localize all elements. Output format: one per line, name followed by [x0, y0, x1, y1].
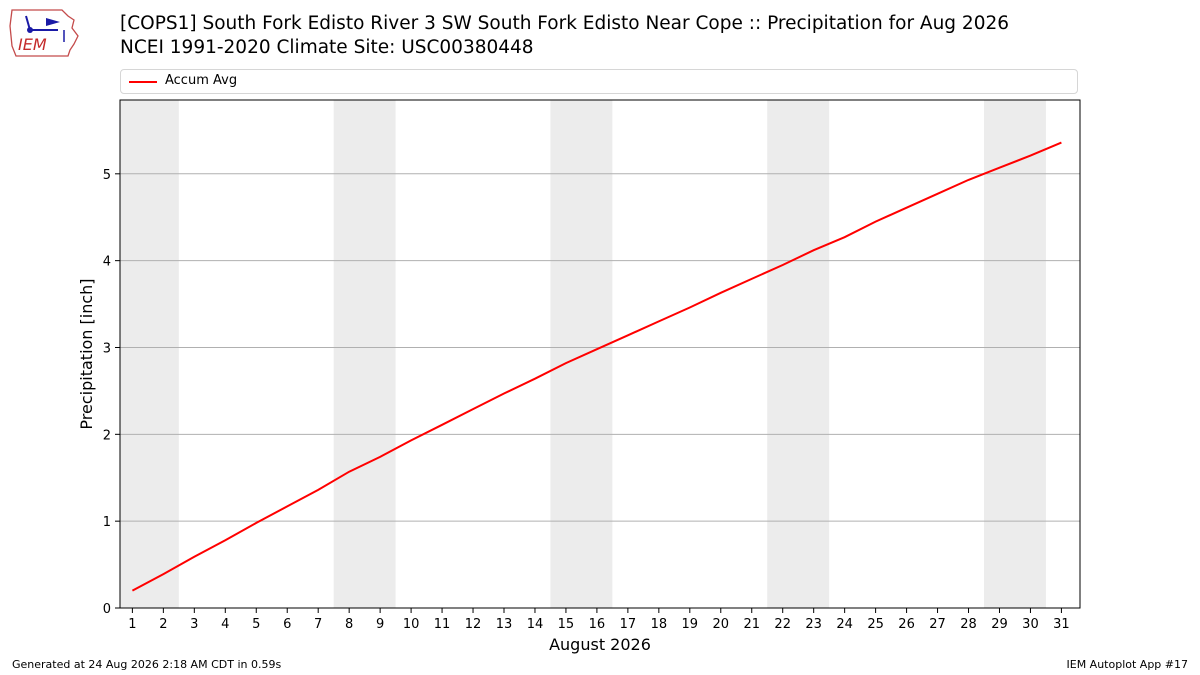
- y-tick-label-5: 5: [103, 168, 111, 183]
- x-tick-label-26: 26: [898, 617, 915, 632]
- logo-text: IEM: [18, 35, 47, 54]
- x-axis-ticks: 1 2 3 4 5 6 7 8 9 10 11 12 13 14 15 16 17 18 19 20 21 22 23 24 2…: [128, 608, 1070, 632]
- chart-title: [COPS1] South Fork Edisto River 3 SW Sou…: [120, 12, 1009, 60]
- title-line-2: NCEI 1991-2020 Climate Site: USC00380448: [120, 37, 534, 58]
- legend-label-accum-avg: Accum Avg: [165, 73, 238, 88]
- x-tick-label-13: 13: [496, 617, 513, 632]
- x-tick-label-7: 7: [314, 617, 322, 632]
- weekend-shade-1: [120, 100, 179, 608]
- x-tick-label-27: 27: [929, 617, 946, 632]
- legend-swatch-accum-avg: [129, 81, 157, 83]
- x-tick-label-11: 11: [434, 617, 451, 632]
- x-tick-label-29: 29: [991, 617, 1008, 632]
- x-tick-label-14: 14: [527, 617, 544, 632]
- weekend-shade-3: [550, 100, 613, 608]
- x-tick-label-5: 5: [252, 617, 260, 632]
- x-axis-label: August 2026: [549, 635, 651, 654]
- accum-avg-line: [131, 141, 1062, 592]
- y-tick-label-2: 2: [103, 428, 111, 443]
- y-tick-label-0: 0: [103, 602, 111, 617]
- x-tick-label-18: 18: [651, 617, 668, 632]
- legend: Accum Avg: [120, 69, 1078, 94]
- iem-logo: IEM: [9, 9, 79, 57]
- x-tick-label-15: 15: [558, 617, 575, 632]
- x-tick-label-3: 3: [190, 617, 198, 632]
- x-tick-label-9: 9: [376, 617, 384, 632]
- x-tick-label-25: 25: [867, 617, 884, 632]
- y-axis-ticks: 0 1 2 3 4 5: [103, 168, 120, 617]
- x-tick-label-21: 21: [743, 617, 760, 632]
- y-tick-label-1: 1: [103, 515, 111, 530]
- x-tick-label-19: 19: [682, 617, 699, 632]
- x-tick-label-31: 31: [1053, 617, 1070, 632]
- x-tick-label-30: 30: [1022, 617, 1039, 632]
- weekend-shade-4: [767, 100, 830, 608]
- y-axis-label: Precipitation [inch]: [77, 278, 96, 429]
- footer-generated-text: Generated at 24 Aug 2026 2:18 AM CDT in …: [12, 658, 282, 671]
- x-tick-label-1: 1: [128, 617, 136, 632]
- x-tick-label-8: 8: [345, 617, 353, 632]
- x-tick-label-4: 4: [221, 617, 229, 632]
- x-tick-label-2: 2: [159, 617, 167, 632]
- gridlines: [120, 173, 1080, 522]
- x-tick-label-12: 12: [465, 617, 482, 632]
- weekend-shade-2: [333, 100, 396, 608]
- x-tick-label-10: 10: [403, 617, 420, 632]
- footer-app-text: IEM Autoplot App #17: [1066, 658, 1189, 671]
- x-tick-label-24: 24: [836, 617, 853, 632]
- weekend-shade-5: [984, 100, 1046, 608]
- x-tick-label-6: 6: [283, 617, 291, 632]
- plot-frame: [119, 99, 1081, 609]
- x-tick-label-28: 28: [960, 617, 977, 632]
- x-tick-label-23: 23: [805, 617, 822, 632]
- x-tick-label-20: 20: [713, 617, 730, 632]
- weekend-shading: [120, 100, 1046, 608]
- x-tick-label-16: 16: [589, 617, 606, 632]
- y-tick-label-3: 3: [103, 341, 111, 356]
- title-line-1: [COPS1] South Fork Edisto River 3 SW Sou…: [120, 13, 1010, 34]
- y-tick-label-4: 4: [103, 255, 111, 270]
- x-tick-label-22: 22: [774, 617, 791, 632]
- x-tick-label-17: 17: [620, 617, 637, 632]
